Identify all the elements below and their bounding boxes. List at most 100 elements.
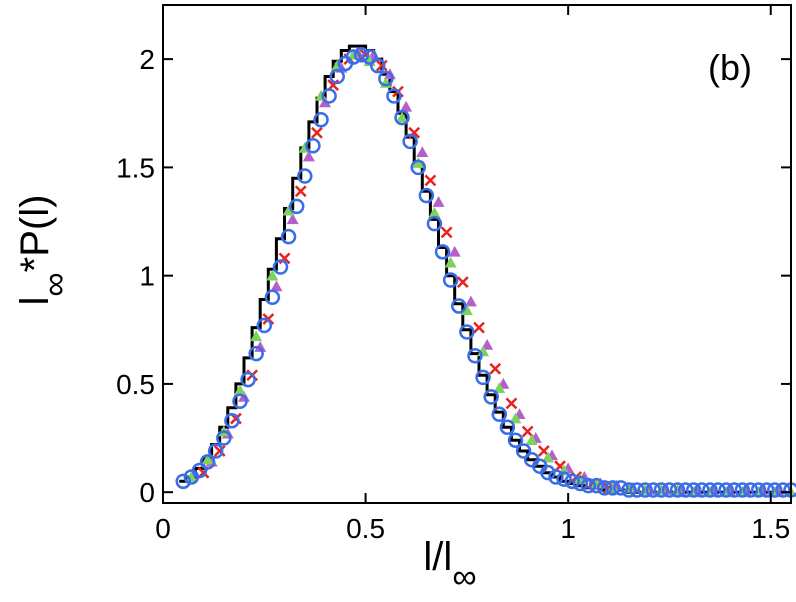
data-point <box>525 434 538 446</box>
data-point <box>572 475 589 492</box>
y-tick-label: 0 <box>139 477 155 508</box>
data-point <box>233 384 246 396</box>
data-point <box>637 482 653 498</box>
data-point <box>424 174 437 187</box>
data-point <box>750 482 767 498</box>
plot-layer <box>175 44 796 498</box>
data-point <box>232 393 248 409</box>
data-point <box>515 443 532 459</box>
data-point <box>396 111 409 123</box>
data-point <box>305 137 321 154</box>
data-point <box>302 150 315 162</box>
data-point <box>375 59 388 72</box>
data-point <box>282 204 295 216</box>
data-point <box>432 196 445 207</box>
y-tick-label: 0.5 <box>116 369 155 400</box>
data-point <box>475 369 491 386</box>
data-point <box>564 473 580 490</box>
data-point <box>410 159 427 176</box>
y-tick-label: 1.5 <box>116 152 155 183</box>
x-axis-label: l/l∞ <box>423 535 476 596</box>
y-axis-label-post: *P(l) <box>13 195 57 273</box>
data-point <box>548 469 564 485</box>
data-point <box>280 228 297 245</box>
data-point <box>412 157 425 168</box>
x-tick-label: 1 <box>560 513 576 544</box>
data-point <box>442 272 459 288</box>
data-point <box>213 445 226 457</box>
data-point <box>758 482 775 498</box>
data-point <box>270 280 283 292</box>
data-point <box>272 259 289 275</box>
data-point <box>629 482 645 498</box>
data-point <box>448 245 461 257</box>
data-point <box>294 185 307 198</box>
data-point <box>734 482 751 498</box>
data-point <box>483 389 499 405</box>
data-point <box>286 213 299 225</box>
data-point <box>426 215 443 232</box>
y-tick-label: 1 <box>139 261 155 292</box>
data-point <box>460 304 473 316</box>
data-point <box>556 471 572 487</box>
data-point <box>254 341 267 352</box>
data-point <box>386 88 402 104</box>
data-point <box>353 47 370 63</box>
y-tick-label: 2 <box>139 44 155 75</box>
data-point <box>456 276 469 289</box>
data-point <box>481 338 494 350</box>
data-point <box>216 430 232 446</box>
data-point <box>313 112 329 128</box>
x-tick-label: 0 <box>155 513 171 544</box>
series-4 <box>175 47 796 498</box>
y-axis-label: l∞*P(l) <box>13 195 74 306</box>
data-point <box>256 317 273 334</box>
data-point <box>509 412 522 424</box>
data-point <box>451 298 467 314</box>
data-point <box>588 477 605 494</box>
data-point <box>473 321 485 334</box>
data-point <box>540 464 556 481</box>
data-point <box>580 477 597 494</box>
data-point <box>726 482 743 498</box>
data-point <box>467 348 483 364</box>
data-point <box>264 289 281 306</box>
data-point <box>613 480 629 496</box>
data-point <box>541 451 554 463</box>
data-point <box>742 482 759 498</box>
data-point <box>596 480 613 496</box>
data-point <box>369 57 386 74</box>
data-point <box>507 432 524 448</box>
x-tick-label: 1.5 <box>751 513 790 544</box>
data-point <box>491 406 508 422</box>
data-point <box>434 244 451 260</box>
data-point <box>669 482 686 498</box>
plot-frame <box>162 4 792 504</box>
data-point <box>440 226 453 239</box>
x-tick-label: 0.5 <box>346 513 385 544</box>
data-point <box>686 482 702 498</box>
data-point <box>201 453 214 465</box>
data-point <box>464 295 477 307</box>
series-step-line <box>179 44 787 494</box>
axes-layer: 0 0.5 1 1.5 0 0.5 1 1.5 2 <box>116 4 792 544</box>
data-point <box>321 88 337 104</box>
data-point <box>250 330 263 342</box>
x-axis-label-main: l/l <box>423 535 452 579</box>
data-point <box>505 397 518 410</box>
data-point <box>710 482 726 498</box>
data-point <box>459 324 475 340</box>
data-point <box>240 371 256 388</box>
x-axis-label-sub: ∞ <box>452 558 476 596</box>
data-point <box>402 133 418 150</box>
data-point <box>767 482 783 498</box>
data-point <box>266 269 279 281</box>
data-point <box>521 425 534 438</box>
data-point <box>677 482 694 498</box>
data-point <box>718 482 734 498</box>
data-point <box>199 454 216 470</box>
data-point <box>207 443 224 459</box>
data-point <box>645 482 661 498</box>
data-point <box>493 382 506 394</box>
